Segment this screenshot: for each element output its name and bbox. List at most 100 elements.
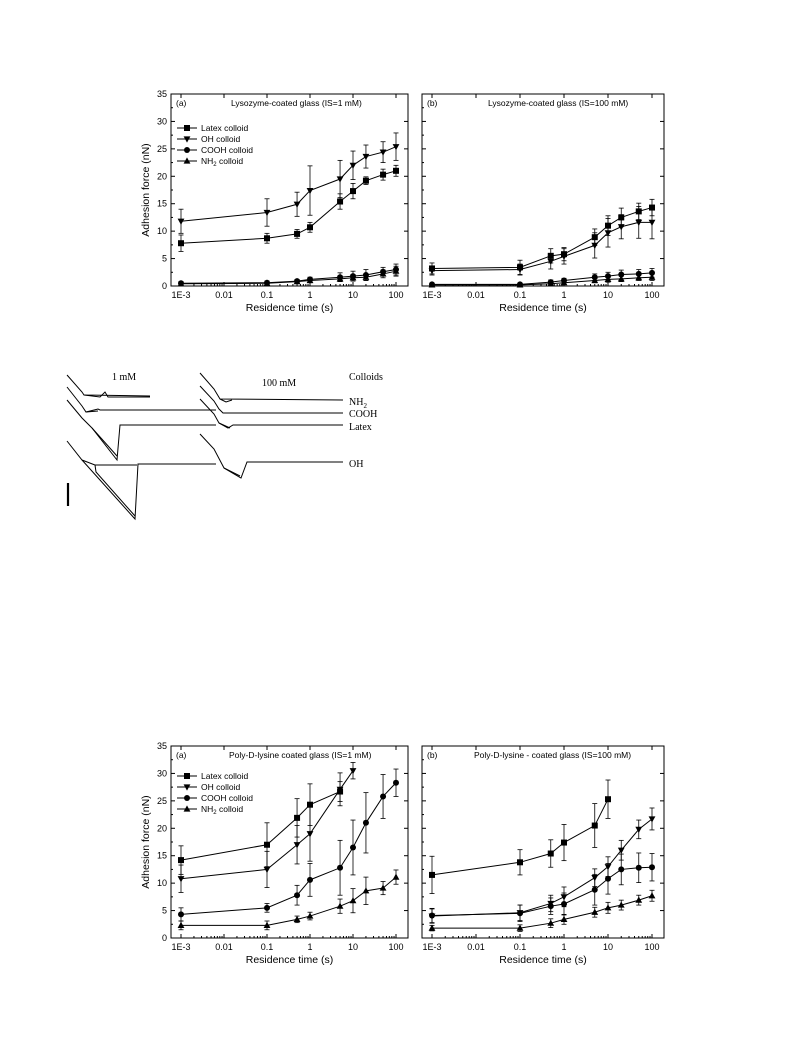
legend-label-main: NH: [201, 804, 213, 814]
data-point: [293, 278, 301, 285]
data-point: [392, 267, 400, 274]
x-axis-title: Residence time (s): [499, 302, 587, 314]
header-colloids: Colloids: [349, 372, 383, 383]
data-point: [294, 892, 301, 899]
chart-polylysine-1mm: 0 5 10 15 20 25 30 35 1E-3 0.01 0.1 1 10 100 Residence…: [140, 741, 409, 966]
data-point: [561, 839, 567, 846]
data-point: [379, 149, 387, 156]
header-1mm: 1 mM: [112, 372, 136, 383]
y-tick-label: 15: [157, 851, 167, 861]
data-point: [429, 912, 435, 919]
data-point: [635, 896, 643, 903]
trace-1mm-cooh-b: [85, 410, 99, 413]
legend-marker: [184, 125, 190, 131]
legend-label: Latex colloid: [201, 123, 249, 133]
data-point: [547, 919, 555, 926]
data-point: [306, 831, 314, 838]
x-tick-label: 1E-3: [422, 942, 441, 952]
y-tick-label: 0: [162, 933, 167, 943]
data-point: [177, 218, 185, 225]
series-line-2: [431, 866, 653, 917]
trace-1mm-nh2: [66, 374, 151, 397]
curve-label-cooh: COOH: [349, 409, 377, 420]
x-tick-label: 1E-3: [171, 942, 190, 952]
data-point: [428, 281, 436, 288]
data-point: [379, 270, 387, 277]
data-point: [591, 276, 599, 284]
y-tick-label: 30: [157, 768, 167, 778]
series-line-1: [431, 221, 652, 272]
legend-marker: [184, 773, 190, 779]
data-point: [263, 279, 271, 286]
chart-lysozyme-100mm: 1E-3 0.01 0.1 1 10 100 Residence time (s) (b) Ly…: [421, 93, 665, 314]
data-point: [618, 866, 625, 873]
legend-label-sub: 2: [213, 810, 217, 816]
data-point: [349, 162, 357, 169]
legend-marker: [184, 147, 190, 153]
x-tick-label: 10: [348, 942, 358, 952]
x-axis-title: Residence time (s): [246, 302, 334, 314]
data-point: [648, 892, 656, 899]
x-tick-label: 0.1: [514, 290, 527, 300]
trace-1mm-oh: [66, 440, 216, 521]
legend-label: NH2 colloid: [201, 156, 243, 168]
series-line-1: [180, 770, 354, 880]
data-point: [177, 280, 185, 287]
data-point: [293, 915, 301, 922]
x-tick-label: 1: [561, 942, 566, 952]
data-point: [547, 850, 554, 857]
x-tick-label: 1: [561, 290, 566, 300]
x-tick-label: 1E-3: [422, 290, 441, 300]
data-point: [547, 280, 555, 287]
y-tick-label: 20: [157, 171, 167, 181]
nh2-sub: 2: [363, 402, 367, 410]
series-line-3: [181, 876, 397, 926]
data-point: [604, 904, 612, 911]
data-point: [263, 866, 271, 874]
data-point: [263, 921, 271, 928]
data-point: [547, 903, 554, 910]
data-point: [307, 876, 313, 883]
x-tick-label: 0.1: [514, 942, 527, 952]
data-point: [350, 844, 356, 851]
panel-label: (a): [176, 750, 187, 760]
data-point: [362, 153, 370, 161]
data-point: [349, 897, 357, 904]
x-axis-title: Residence time (s): [499, 954, 587, 966]
y-tick-label: 25: [157, 144, 167, 154]
data-point: [591, 822, 598, 829]
data-point: [178, 857, 184, 864]
data-point: [349, 768, 357, 775]
data-point: [560, 915, 568, 922]
data-point: [336, 902, 344, 909]
data-point: [307, 801, 313, 808]
data-point: [617, 224, 625, 231]
x-axis-title: Residence time (s): [246, 954, 334, 966]
y-tick-label: 0: [162, 281, 167, 291]
x-tick-label: 0.01: [467, 290, 485, 300]
x-tick-label: 1: [307, 290, 312, 300]
trace-1mm-latex: [66, 399, 216, 462]
legend-marker: [183, 805, 191, 812]
data-point: [591, 908, 599, 915]
data-point: [380, 793, 387, 800]
x-tick-label: 100: [388, 942, 403, 952]
data-point: [393, 167, 399, 174]
legend-label-main: NH: [201, 156, 213, 166]
data-point: [336, 176, 344, 183]
data-point: [349, 274, 357, 281]
data-point: [264, 235, 270, 242]
series-line-0: [431, 798, 609, 876]
data-point: [264, 841, 270, 848]
plot-frame: [421, 93, 665, 287]
y-tick-label: 35: [157, 741, 167, 751]
curve-label-oh: OH: [349, 459, 363, 470]
trace-100mm-nh2-b: [219, 398, 233, 403]
data-point: [617, 847, 625, 854]
x-tick-label: 0.01: [467, 942, 485, 952]
data-point: [617, 901, 625, 908]
data-point: [648, 273, 656, 280]
panel-title: Lysozyme-coated glass (IS=1 mM): [231, 98, 362, 108]
trace-100mm-nh2: [199, 372, 344, 401]
